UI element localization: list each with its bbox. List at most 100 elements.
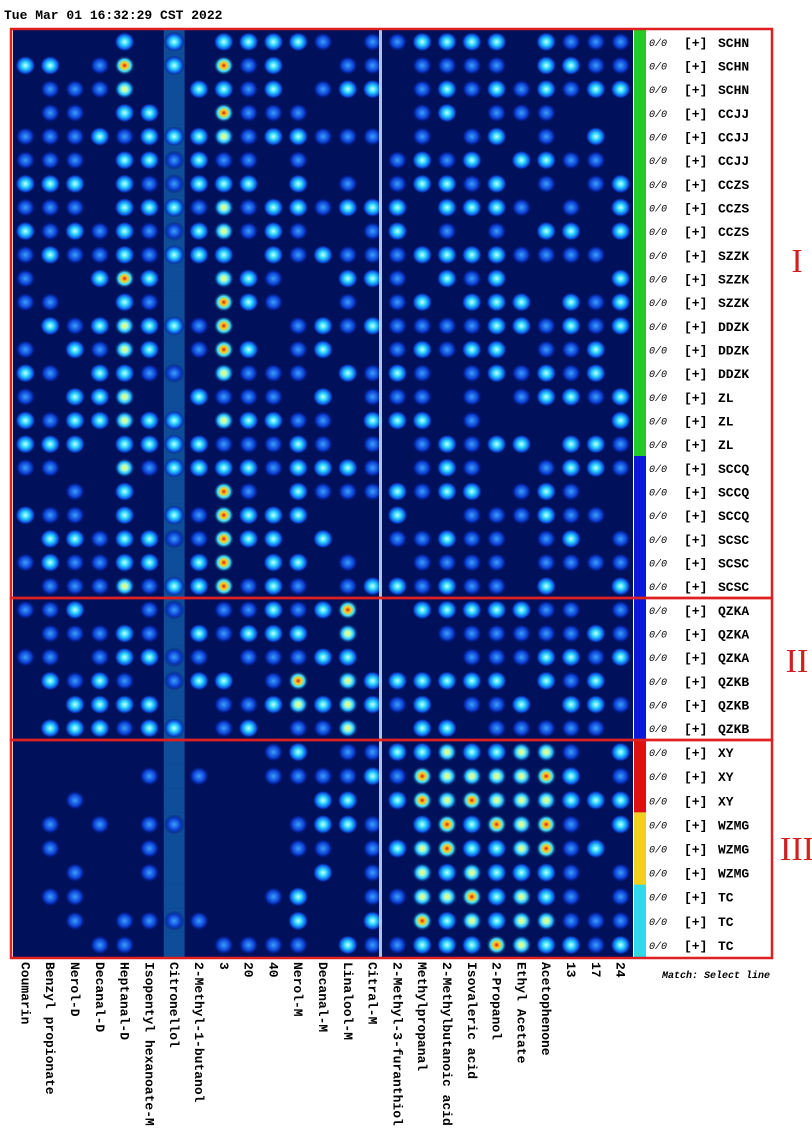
row-name: WZMG — [718, 843, 749, 858]
row-tag: [+] — [684, 770, 707, 785]
blob — [213, 198, 234, 218]
blob — [561, 600, 582, 620]
blob — [65, 79, 86, 99]
blob — [486, 56, 507, 76]
row-ratio: 0/0 — [649, 464, 667, 476]
row-name: TC — [718, 939, 734, 954]
column-label: 13 — [563, 962, 578, 978]
blob — [461, 127, 482, 147]
blob — [238, 32, 259, 52]
blob — [238, 576, 259, 596]
blob — [263, 505, 284, 525]
group-strip — [634, 172, 646, 196]
blob — [536, 624, 557, 644]
blob — [189, 79, 210, 99]
blob — [585, 340, 606, 360]
blob — [213, 221, 234, 241]
blob — [238, 292, 259, 312]
row-name: DDZK — [718, 320, 749, 335]
blob — [238, 103, 259, 123]
blob — [238, 434, 259, 454]
blob — [387, 245, 408, 265]
blob — [114, 576, 135, 596]
blob — [412, 838, 433, 858]
blob — [114, 221, 135, 241]
blob — [337, 198, 358, 218]
blob — [585, 56, 606, 76]
column-label: Decanal-D — [92, 962, 107, 1032]
blob — [461, 624, 482, 644]
blob — [164, 458, 185, 478]
blob — [585, 718, 606, 738]
blob — [561, 458, 582, 478]
blob — [288, 742, 309, 762]
blob — [536, 911, 557, 931]
blob — [40, 150, 61, 170]
row-tag: [+] — [684, 675, 707, 690]
blob — [238, 600, 259, 620]
row-ratio: 0/0 — [649, 180, 667, 192]
row-ratio: 0/0 — [649, 606, 667, 618]
blob — [40, 647, 61, 667]
blob — [486, 103, 507, 123]
group-strip — [634, 740, 646, 765]
blob — [536, 887, 557, 907]
blob — [263, 292, 284, 312]
blob — [139, 174, 160, 194]
blob — [65, 221, 86, 241]
row-tag: [+] — [684, 178, 707, 193]
blob — [65, 411, 86, 431]
blob — [288, 766, 309, 786]
blob — [561, 32, 582, 52]
row-name: DDZK — [718, 367, 749, 382]
blob — [412, 174, 433, 194]
blob — [412, 887, 433, 907]
blob — [536, 505, 557, 525]
row-tag: [+] — [684, 843, 707, 858]
column-label: 40 — [265, 962, 280, 978]
blob — [610, 316, 631, 336]
row-name: QZKA — [718, 651, 749, 666]
blob — [461, 363, 482, 383]
blob — [213, 482, 234, 502]
blob — [40, 316, 61, 336]
blob — [486, 316, 507, 336]
blob — [65, 245, 86, 265]
column-label: Heptanal-D — [117, 962, 132, 1040]
blob — [561, 935, 582, 955]
blob — [164, 56, 185, 76]
blob — [561, 790, 582, 810]
blob — [89, 553, 110, 573]
blob — [412, 529, 433, 549]
blob — [164, 245, 185, 265]
group-strip — [634, 196, 646, 220]
group-strip — [634, 30, 646, 54]
column-label: Isopentyl hexanoate-M — [141, 962, 156, 1126]
blob — [561, 647, 582, 667]
group-strip — [634, 338, 646, 362]
noise-band — [164, 480, 185, 504]
blob — [313, 316, 334, 336]
blob — [387, 766, 408, 786]
blob — [536, 862, 557, 882]
blob — [511, 434, 532, 454]
blob — [189, 529, 210, 549]
blob — [437, 887, 458, 907]
blob — [89, 56, 110, 76]
row-name: CCJJ — [718, 154, 749, 169]
blob — [288, 576, 309, 596]
row-tag: [+] — [684, 628, 707, 643]
blob — [114, 434, 135, 454]
blob — [437, 458, 458, 478]
blob — [114, 174, 135, 194]
blob — [139, 862, 160, 882]
blob — [15, 434, 36, 454]
noise-band — [164, 290, 185, 314]
blob — [585, 434, 606, 454]
row-tag: [+] — [684, 722, 707, 737]
blob — [89, 671, 110, 691]
blob — [486, 32, 507, 52]
blob — [164, 174, 185, 194]
blob — [15, 340, 36, 360]
blob — [213, 32, 234, 52]
